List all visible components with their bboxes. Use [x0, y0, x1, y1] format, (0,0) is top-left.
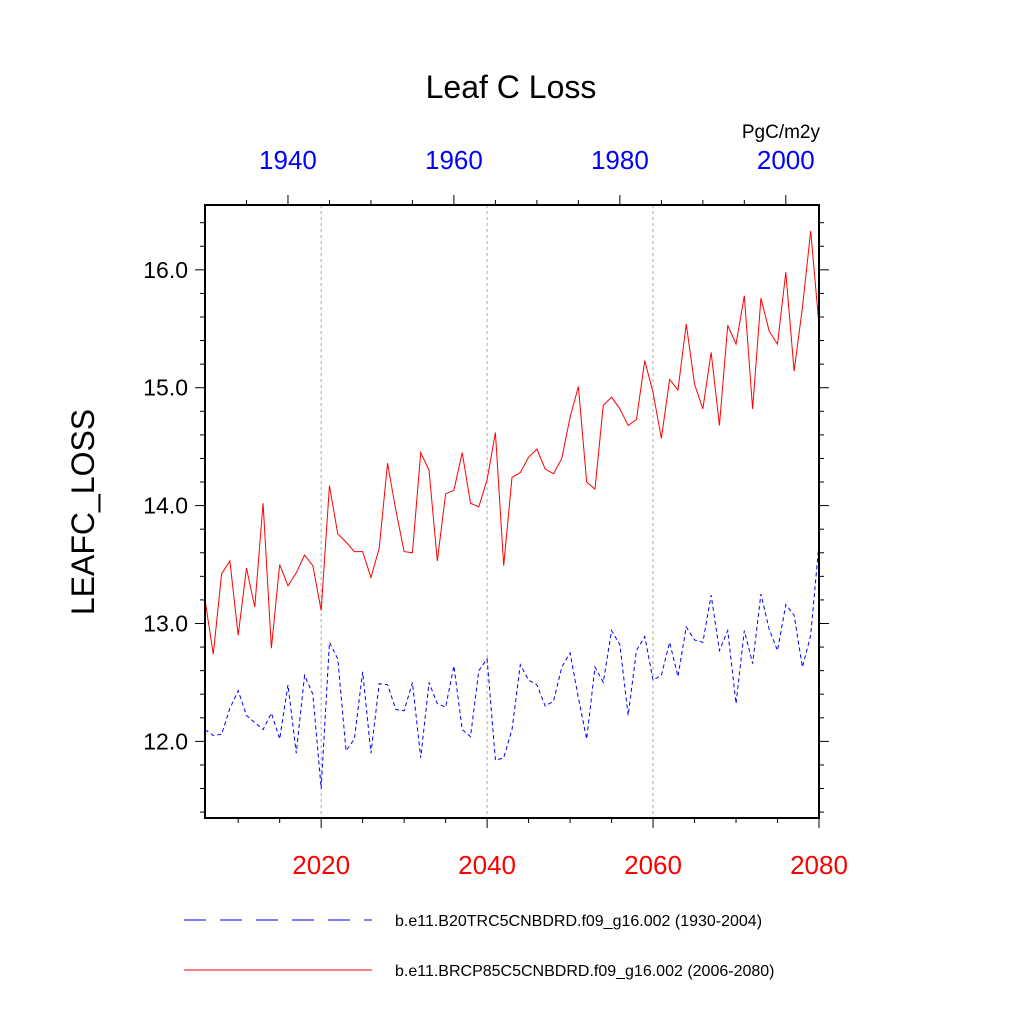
plot-frame: [204, 204, 820, 819]
units-label: PgC/m2y: [742, 122, 821, 143]
y-tick-label: 14.0: [143, 493, 188, 519]
x-bottom-tick-label: 2040: [458, 850, 516, 880]
y-tick-label: 13.0: [143, 610, 188, 636]
x-top-tick-label: 1980: [591, 145, 649, 175]
axes: 12.0 13.0 14.0 15.0 16.0 2020 2040 2060 2080 1940…: [143, 145, 848, 880]
grid-lines: [320, 205, 654, 818]
y-tick-label: 15.0: [143, 375, 188, 401]
series-line-2: [204, 230, 820, 655]
legend: b.e11.B20TRC5CNBDRD.f09_g16.002 (1930-20…: [184, 913, 774, 980]
x-bottom-tick-label: 2080: [790, 850, 848, 880]
chart-title: Leaf C Loss: [426, 69, 597, 105]
y-tick-label: 16.0: [143, 257, 188, 283]
legend-label-1: b.e11.B20TRC5CNBDRD.f09_g16.002 (1930-20…: [395, 913, 762, 930]
y-tick-label: 12.0: [143, 728, 188, 754]
x-bottom-tick-label: 2060: [624, 850, 682, 880]
series-lines: [204, 230, 820, 789]
y-axis-label: LEAFC_LOSS: [65, 409, 101, 615]
x-bottom-tick-label: 2020: [292, 850, 350, 880]
legend-label-2: b.e11.BRCP85C5CNBDRD.f09_g16.002 (2006-2…: [395, 963, 774, 980]
x-top-tick-label: 1940: [259, 145, 317, 175]
series-line-1: [204, 543, 820, 789]
x-top-tick-label: 2000: [757, 145, 815, 175]
x-top-tick-label: 1960: [425, 145, 483, 175]
